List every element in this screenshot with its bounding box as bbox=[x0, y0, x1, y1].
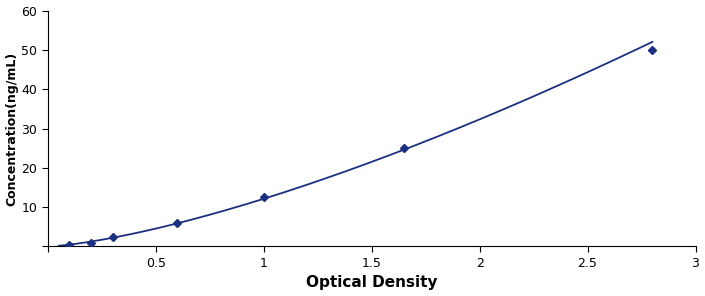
Y-axis label: Concentration(ng/mL): Concentration(ng/mL) bbox=[6, 52, 18, 206]
X-axis label: Optical Density: Optical Density bbox=[306, 276, 437, 290]
